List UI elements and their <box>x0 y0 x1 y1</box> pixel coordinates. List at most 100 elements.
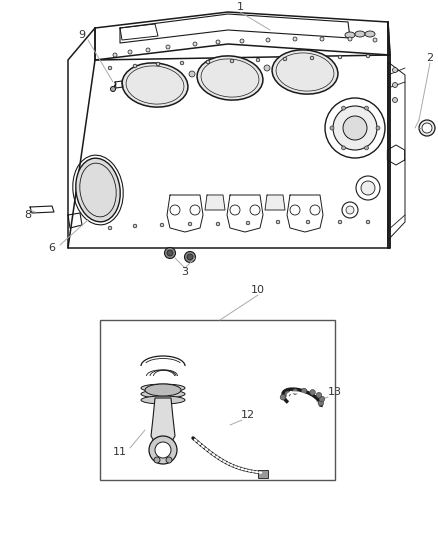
Circle shape <box>156 62 160 66</box>
Circle shape <box>167 250 173 256</box>
Circle shape <box>108 66 112 70</box>
Text: 1: 1 <box>237 2 244 12</box>
Circle shape <box>392 98 398 102</box>
Circle shape <box>246 221 250 225</box>
Circle shape <box>154 457 160 463</box>
Bar <box>258 470 268 478</box>
Circle shape <box>333 106 377 150</box>
Circle shape <box>146 48 150 52</box>
Polygon shape <box>151 398 175 443</box>
Ellipse shape <box>141 384 185 392</box>
Text: 11: 11 <box>113 447 127 457</box>
Circle shape <box>292 389 298 394</box>
Text: 2: 2 <box>427 53 434 63</box>
Circle shape <box>290 205 300 215</box>
Circle shape <box>392 68 398 72</box>
Circle shape <box>325 98 385 158</box>
Circle shape <box>320 37 324 41</box>
Circle shape <box>342 146 346 150</box>
Circle shape <box>170 205 180 215</box>
Circle shape <box>166 45 170 49</box>
Text: 10: 10 <box>251 285 265 295</box>
Text: 8: 8 <box>25 210 32 220</box>
Circle shape <box>346 206 354 214</box>
Circle shape <box>133 64 137 68</box>
Circle shape <box>189 71 195 77</box>
Ellipse shape <box>365 31 375 37</box>
Circle shape <box>250 205 260 215</box>
Circle shape <box>184 252 195 262</box>
Circle shape <box>366 54 370 58</box>
Circle shape <box>373 38 377 42</box>
Circle shape <box>128 50 132 54</box>
Circle shape <box>285 391 290 397</box>
Ellipse shape <box>122 63 188 107</box>
Circle shape <box>348 37 352 41</box>
Circle shape <box>422 123 432 133</box>
Circle shape <box>187 254 193 260</box>
Circle shape <box>230 59 234 63</box>
Ellipse shape <box>272 50 338 94</box>
Circle shape <box>356 176 380 200</box>
Circle shape <box>310 56 314 60</box>
Circle shape <box>338 220 342 224</box>
Circle shape <box>190 205 200 215</box>
Circle shape <box>392 83 398 87</box>
Polygon shape <box>265 195 285 210</box>
Circle shape <box>216 40 220 44</box>
Circle shape <box>256 58 260 62</box>
Circle shape <box>133 224 137 228</box>
Text: 3: 3 <box>181 267 188 277</box>
Circle shape <box>361 181 375 195</box>
Circle shape <box>366 220 370 224</box>
Circle shape <box>166 457 172 463</box>
Circle shape <box>376 126 380 130</box>
Circle shape <box>283 57 287 61</box>
Circle shape <box>319 396 325 402</box>
Circle shape <box>108 226 112 230</box>
Circle shape <box>276 220 280 224</box>
Circle shape <box>310 390 315 395</box>
Circle shape <box>310 205 320 215</box>
Circle shape <box>330 126 334 130</box>
Circle shape <box>364 106 368 110</box>
Circle shape <box>165 247 176 259</box>
Ellipse shape <box>197 56 263 100</box>
Circle shape <box>266 38 270 42</box>
Text: 6: 6 <box>49 243 56 253</box>
Ellipse shape <box>141 390 185 398</box>
Circle shape <box>240 39 244 43</box>
Circle shape <box>280 394 286 400</box>
Circle shape <box>193 42 197 46</box>
Circle shape <box>419 120 435 136</box>
Circle shape <box>318 400 324 406</box>
Ellipse shape <box>141 396 185 404</box>
Ellipse shape <box>345 32 355 38</box>
Circle shape <box>342 106 346 110</box>
Circle shape <box>306 220 310 224</box>
Circle shape <box>206 60 210 64</box>
Circle shape <box>342 202 358 218</box>
Circle shape <box>301 388 307 394</box>
Circle shape <box>264 65 270 71</box>
Circle shape <box>230 205 240 215</box>
Circle shape <box>155 442 171 458</box>
Circle shape <box>343 116 367 140</box>
Circle shape <box>364 146 368 150</box>
Circle shape <box>160 223 164 227</box>
Text: 13: 13 <box>328 387 342 397</box>
Bar <box>100 320 335 480</box>
Circle shape <box>180 61 184 65</box>
Circle shape <box>110 86 116 92</box>
Circle shape <box>338 55 342 59</box>
Circle shape <box>316 392 322 398</box>
Circle shape <box>293 37 297 41</box>
Circle shape <box>188 222 192 226</box>
Circle shape <box>113 53 117 57</box>
Ellipse shape <box>355 31 365 37</box>
Circle shape <box>149 436 177 464</box>
Ellipse shape <box>76 158 120 222</box>
Text: 9: 9 <box>78 30 85 40</box>
Polygon shape <box>205 195 225 210</box>
Text: 12: 12 <box>241 410 255 420</box>
